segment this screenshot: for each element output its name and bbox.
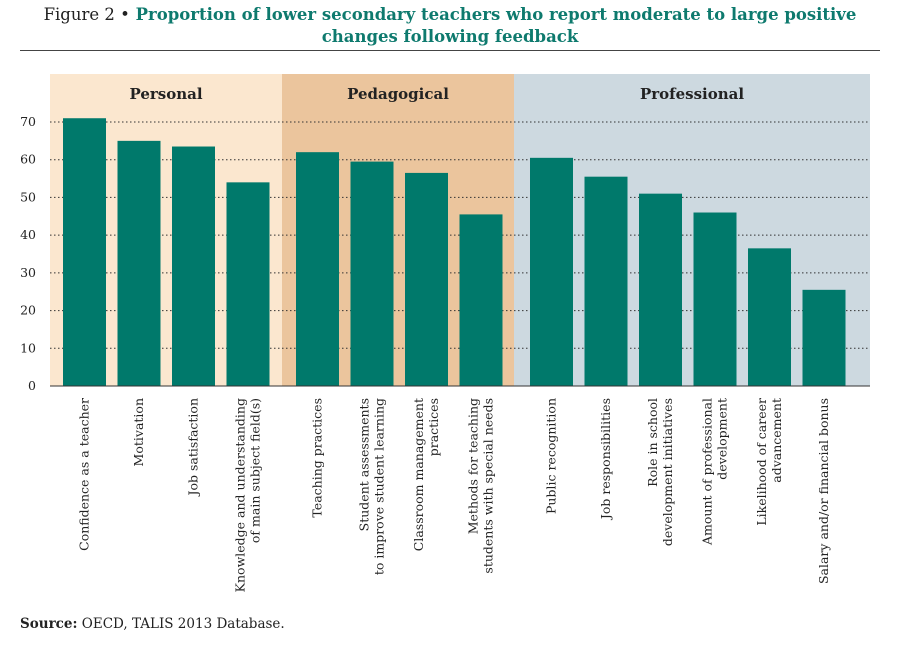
- bar: [350, 161, 394, 386]
- source-text: OECD, TALIS 2013 Database.: [81, 616, 285, 632]
- y-tick-label: 0: [28, 378, 36, 393]
- bar: [172, 146, 215, 386]
- bar: [296, 152, 339, 386]
- x-tick-label: Job responsibilities: [598, 398, 613, 521]
- y-tick-label: 20: [20, 303, 36, 318]
- bar: [748, 248, 791, 386]
- y-tick-label: 60: [20, 152, 36, 167]
- source-label: Source:: [20, 616, 78, 632]
- bar: [226, 182, 270, 386]
- x-tick-label: Salary and/or financial bonus: [816, 398, 831, 584]
- bar: [459, 214, 503, 386]
- x-tick-label: Teaching practices: [310, 398, 325, 518]
- x-tick-label: Job satisfaction: [186, 398, 201, 498]
- source-note: Source: OECD, TALIS 2013 Database.: [20, 616, 285, 632]
- x-tick-label: Motivation: [131, 398, 146, 466]
- x-tick-label: Classroom managementpractices: [411, 398, 441, 551]
- x-tick-label: Role in schooldevelopment initiatives: [645, 398, 675, 546]
- group-label-personal: Personal: [129, 85, 202, 103]
- bar: [802, 289, 846, 386]
- y-tick-label: 40: [20, 227, 36, 242]
- x-tick-label: Methods for teachingstudents with specia…: [466, 398, 496, 574]
- chart-title: Figure 2 • Proportion of lower secondary…: [20, 4, 880, 48]
- x-tick-label: Amount of professionaldevelopment: [700, 398, 730, 546]
- y-tick-label: 50: [20, 189, 36, 204]
- group-label-pedagogical: Pedagogical: [347, 85, 449, 103]
- bar: [584, 176, 628, 386]
- x-tick-label: Knowledge and understandingof main subje…: [233, 398, 263, 592]
- bar-chart: Personal Pedagogical Professional 0 10 20 30 40…: [20, 74, 870, 592]
- y-tick-label: 10: [20, 340, 36, 355]
- figure-label: Figure 2 •: [43, 5, 130, 24]
- x-tick-label: Student assessmentsto improve student le…: [357, 398, 387, 575]
- x-tick-label: Likelihood of careeradvancement: [754, 398, 784, 526]
- x-tick-label: Public recognition: [544, 398, 559, 514]
- bar: [405, 172, 448, 386]
- figure-title: Proportion of lower secondary teachers w…: [135, 5, 857, 46]
- x-tick-label: Confidence as a teacher: [77, 398, 92, 551]
- y-tick-label: 70: [20, 114, 36, 129]
- bar: [530, 157, 573, 386]
- y-tick-label: 30: [20, 265, 36, 280]
- bar: [693, 212, 737, 386]
- title-divider: [20, 50, 880, 51]
- bar: [639, 193, 682, 386]
- bar: [63, 118, 106, 386]
- bar: [117, 140, 161, 386]
- group-label-professional: Professional: [640, 85, 744, 103]
